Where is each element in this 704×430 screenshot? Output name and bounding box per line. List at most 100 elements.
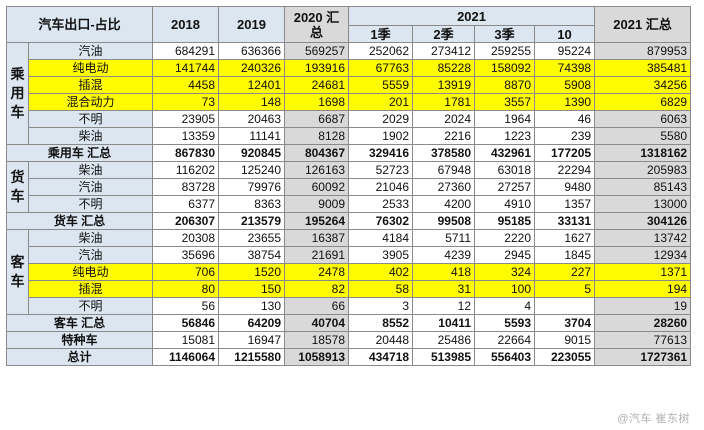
table-cell: 1318162	[594, 144, 692, 162]
table-cell: 867830	[152, 144, 219, 162]
table-cell: 95185	[474, 212, 535, 230]
table-cell: 56	[152, 297, 219, 315]
table-cell: 35696	[152, 246, 219, 264]
table-cell: 1727361	[594, 348, 692, 366]
table-cell: 95224	[533, 42, 596, 60]
row-label: 柴油	[28, 161, 153, 179]
table-cell: 1223	[474, 127, 535, 145]
table-cell: 73	[152, 93, 219, 111]
table-cell: 556403	[474, 348, 535, 366]
table-cell: 324	[474, 263, 535, 281]
table-cell: 21046	[348, 178, 413, 196]
grand-total-row: 总计 1146064 1215580 1058913 434718 513985 55640…	[6, 348, 692, 366]
table-cell: 385481	[594, 59, 692, 77]
row-label: 货车 汇总	[6, 212, 153, 230]
watermark: @汽车 崔东树	[617, 413, 690, 425]
table-cell: 227	[533, 263, 596, 281]
table-cell: 1357	[533, 195, 596, 213]
header-row-sub: 1季 2季 3季 10	[7, 25, 691, 43]
table-cell: 1627	[533, 229, 596, 247]
table-cell: 67763	[348, 59, 413, 77]
table-cell: 19	[594, 297, 692, 315]
col-q2: 2季	[412, 25, 475, 43]
table-cell: 16947	[218, 331, 285, 349]
table-cell: 1215580	[218, 348, 285, 366]
row-label: 插混	[28, 280, 153, 298]
table-cell: 8870	[474, 76, 535, 94]
table-title: 汽车出口-占比	[6, 6, 153, 43]
subtotal-row: 货车 汇总 206307 213579 195264 76302 99508 95185 33…	[6, 212, 692, 230]
table-cell: 213579	[218, 212, 285, 230]
table-cell: 1698	[284, 93, 349, 111]
table-cell: 27257	[474, 178, 535, 196]
table-cell: 116202	[152, 161, 219, 179]
row-label: 汽油	[28, 42, 153, 60]
row-label: 不明	[28, 297, 153, 315]
table-cell: 38754	[218, 246, 285, 264]
table-cell: 99508	[412, 212, 475, 230]
table-cell: 22664	[474, 331, 535, 349]
table-cell: 194	[594, 280, 692, 298]
table-cell: 636366	[218, 42, 285, 60]
table-cell: 13359	[152, 127, 219, 145]
table-cell: 5711	[412, 229, 475, 247]
table-row: 纯电动 706 1520 2478 402 418 324 227 1371	[7, 263, 692, 281]
row-label: 混合动力	[28, 93, 153, 111]
table-row: 不明 56 130 66 3 12 4 19	[7, 297, 692, 315]
row-label: 不明	[28, 195, 153, 213]
table-cell: 1520	[218, 263, 285, 281]
table-cell: 8128	[284, 127, 349, 145]
table-cell: 2216	[412, 127, 475, 145]
table-cell: 60092	[284, 178, 349, 196]
table-cell: 5593	[474, 314, 535, 332]
table-cell: 402	[348, 263, 413, 281]
table-cell: 12	[412, 297, 475, 315]
table-cell: 3557	[474, 93, 535, 111]
table-cell: 879953	[594, 42, 692, 60]
table-row: 货车 柴油 116202 125240 126163 52723 67948 63018 222…	[6, 161, 692, 213]
table-cell: 223055	[533, 348, 596, 366]
table-cell: 18578	[284, 331, 349, 349]
table-cell: 4	[474, 297, 535, 315]
row-label: 汽油	[28, 178, 153, 196]
table-cell: 13919	[412, 76, 475, 94]
table-cell: 2220	[474, 229, 535, 247]
table-cell: 205983	[594, 161, 692, 179]
table-cell: 5580	[594, 127, 692, 145]
table-cell: 2478	[284, 263, 349, 281]
table-cell: 8363	[218, 195, 285, 213]
table-cell: 12934	[594, 246, 692, 264]
table-cell: 684291	[152, 42, 219, 60]
table-cell: 920845	[218, 144, 285, 162]
table-cell: 158092	[474, 59, 535, 77]
table-cell: 12401	[218, 76, 285, 94]
table-cell: 34256	[594, 76, 692, 94]
table-cell: 8552	[348, 314, 413, 332]
table-cell: 80	[152, 280, 219, 298]
table-cell: 76302	[348, 212, 413, 230]
row-label: 插混	[28, 76, 153, 94]
table-cell: 804367	[284, 144, 349, 162]
table-cell: 11141	[218, 127, 285, 145]
table-cell: 1902	[348, 127, 413, 145]
row-label: 纯电动	[28, 59, 153, 77]
table-row: 不明 6377 8363 9009 2533 4200 4910 1357 13000	[7, 195, 692, 213]
row-label: 总计	[6, 348, 153, 366]
table-cell: 2024	[412, 110, 475, 128]
table-cell: 23655	[218, 229, 285, 247]
table-cell: 82	[284, 280, 349, 298]
table-cell: 4458	[152, 76, 219, 94]
table-cell: 3704	[533, 314, 596, 332]
header-row-top: 汽车出口-占比 2018 2019 2020 汇总 2021 2021 汇总	[6, 6, 692, 43]
table-cell: 67948	[412, 161, 475, 179]
table-cell: 148	[218, 93, 285, 111]
table-cell: 64209	[218, 314, 285, 332]
table-cell: 1371	[594, 263, 692, 281]
table-cell: 193916	[284, 59, 349, 77]
table-cell: 56846	[152, 314, 219, 332]
table-cell: 2945	[474, 246, 535, 264]
table-cell: 83728	[152, 178, 219, 196]
table-cell: 240326	[218, 59, 285, 77]
table-cell: 10411	[412, 314, 475, 332]
table-cell: 177205	[533, 144, 596, 162]
